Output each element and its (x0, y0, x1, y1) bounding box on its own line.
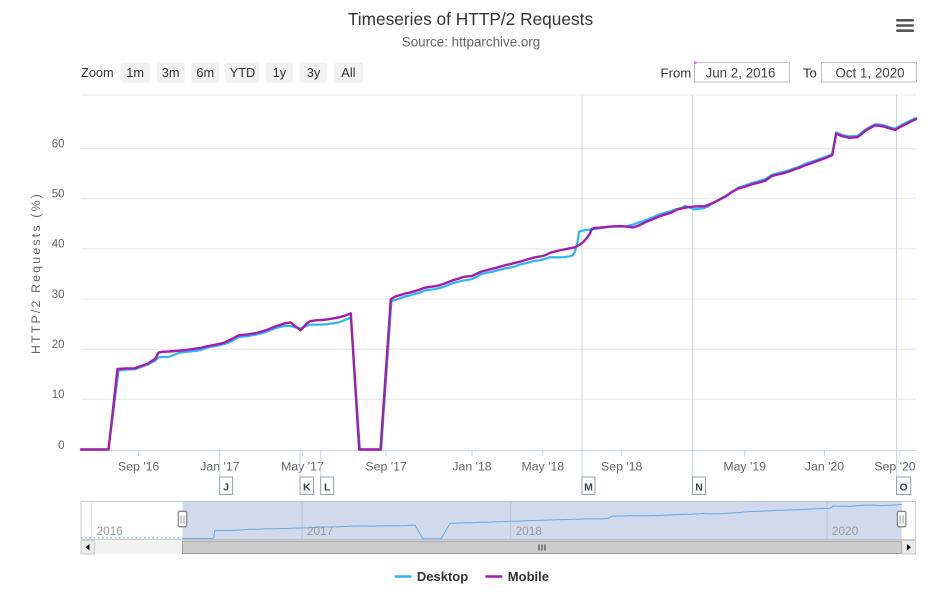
svg-text:Sep '17: Sep '17 (365, 460, 406, 474)
svg-text:40: 40 (52, 239, 65, 251)
svg-text:Sep '20: Sep '20 (874, 460, 915, 474)
svg-text:From: From (661, 66, 692, 81)
svg-text:1m: 1m (126, 65, 144, 80)
svg-text:All: All (341, 65, 355, 80)
svg-text:30: 30 (52, 289, 65, 301)
svg-text:60: 60 (52, 138, 65, 150)
svg-text:May '19: May '19 (723, 460, 766, 474)
svg-text:2020: 2020 (832, 524, 859, 538)
svg-text:YTD: YTD (230, 65, 256, 80)
svg-text:Desktop: Desktop (417, 569, 468, 584)
svg-text:To: To (803, 66, 817, 81)
svg-text:20: 20 (52, 339, 65, 351)
svg-text:Timeseries of HTTP/2 Requests: Timeseries of HTTP/2 Requests (348, 9, 594, 29)
svg-text:2016: 2016 (97, 524, 124, 538)
svg-text:6m: 6m (196, 65, 214, 80)
svg-text:1y: 1y (273, 65, 287, 80)
svg-text:Zoom: Zoom (81, 65, 114, 80)
svg-text:O: O (900, 482, 908, 494)
svg-text:Sep '16: Sep '16 (118, 460, 159, 474)
svg-text:May '18: May '18 (521, 460, 564, 474)
svg-text:Jan '20: Jan '20 (805, 460, 844, 474)
svg-text:2017: 2017 (307, 524, 333, 538)
svg-text:3y: 3y (307, 65, 321, 80)
svg-text:Mobile: Mobile (508, 569, 549, 584)
svg-text:50: 50 (52, 189, 65, 201)
svg-text:2018: 2018 (516, 524, 543, 538)
svg-text:Oct 1, 2020: Oct 1, 2020 (835, 66, 904, 81)
svg-text:Jan '18: Jan '18 (452, 460, 491, 474)
svg-text:M: M (584, 482, 593, 494)
svg-text:0: 0 (58, 440, 64, 452)
svg-text:Source: httparchive.org: Source: httparchive.org (402, 34, 540, 49)
svg-text:K: K (303, 482, 311, 494)
svg-text:HTTP/2 Requests (%): HTTP/2 Requests (%) (29, 192, 43, 354)
svg-text:L: L (324, 482, 331, 494)
svg-text:3m: 3m (162, 65, 180, 80)
svg-text:N: N (695, 482, 703, 494)
svg-text:Jun 2, 2016: Jun 2, 2016 (706, 66, 776, 81)
svg-text:10: 10 (52, 389, 65, 401)
svg-text:Sep '18: Sep '18 (601, 460, 642, 474)
svg-text:May '17: May '17 (281, 460, 324, 474)
svg-text:J: J (223, 482, 229, 494)
